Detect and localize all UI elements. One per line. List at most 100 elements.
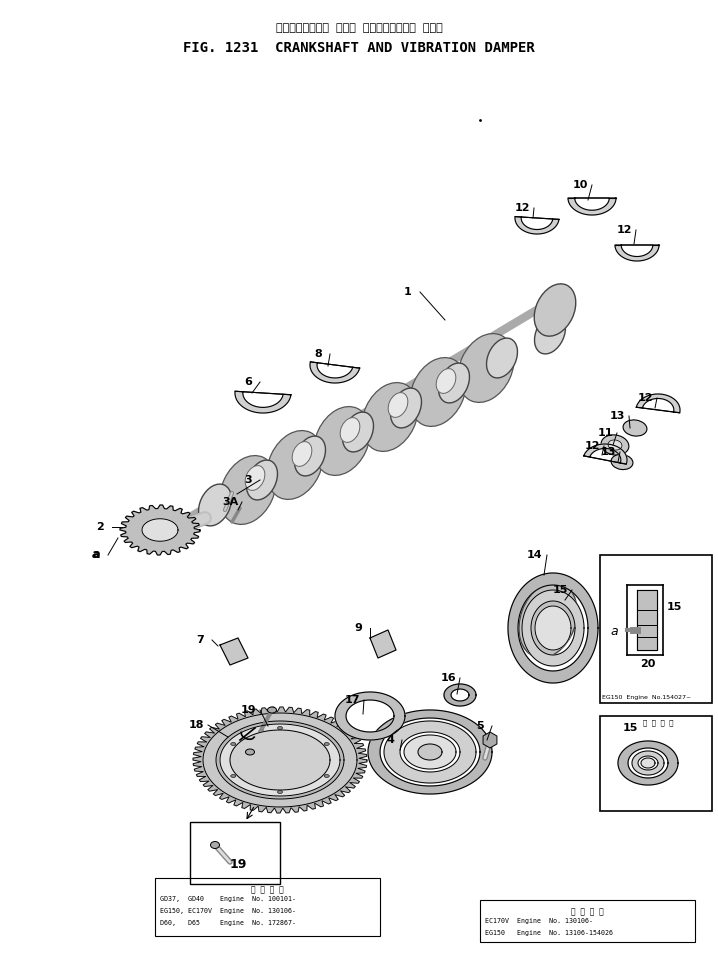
Text: EG150  Engine  No.154027~: EG150 Engine No.154027~: [602, 695, 691, 700]
Polygon shape: [193, 707, 367, 813]
Text: 18: 18: [188, 720, 204, 730]
Ellipse shape: [210, 842, 220, 848]
Ellipse shape: [439, 363, 470, 403]
Text: 8: 8: [314, 349, 322, 359]
Text: 14: 14: [527, 550, 543, 560]
Text: 適  用  車  種: 適 用 車 種: [643, 719, 673, 726]
Text: 17: 17: [344, 695, 360, 705]
Ellipse shape: [267, 431, 323, 500]
Ellipse shape: [519, 582, 577, 657]
Polygon shape: [568, 198, 616, 215]
Ellipse shape: [458, 333, 514, 402]
Ellipse shape: [534, 314, 566, 354]
Ellipse shape: [601, 434, 629, 455]
Polygon shape: [368, 710, 492, 794]
Bar: [480, 900, 695, 942]
Polygon shape: [618, 741, 678, 785]
Polygon shape: [636, 394, 680, 413]
Ellipse shape: [340, 418, 360, 442]
Polygon shape: [335, 692, 405, 740]
Text: a: a: [92, 550, 100, 560]
Text: 13: 13: [600, 447, 616, 457]
Ellipse shape: [230, 742, 236, 745]
Text: 15: 15: [623, 723, 638, 733]
Text: 10: 10: [572, 180, 588, 190]
Ellipse shape: [391, 388, 421, 428]
Text: 1: 1: [404, 287, 412, 297]
Ellipse shape: [294, 436, 325, 476]
Text: 9: 9: [354, 623, 362, 633]
Ellipse shape: [608, 440, 622, 450]
Polygon shape: [230, 730, 330, 790]
Polygon shape: [142, 519, 178, 542]
Polygon shape: [584, 444, 627, 465]
Ellipse shape: [268, 707, 276, 713]
Polygon shape: [515, 216, 559, 234]
Text: FIG. 1231  CRANKSHAFT AND VIBRATION DAMPER: FIG. 1231 CRANKSHAFT AND VIBRATION DAMPE…: [183, 41, 535, 55]
Ellipse shape: [314, 406, 370, 475]
Text: 15: 15: [667, 602, 682, 612]
Bar: [190, 822, 280, 884]
Ellipse shape: [342, 412, 373, 452]
Text: 19: 19: [229, 858, 247, 871]
Text: 5: 5: [476, 721, 484, 731]
Polygon shape: [641, 758, 655, 768]
Text: 12: 12: [514, 203, 530, 213]
Ellipse shape: [410, 357, 466, 427]
Polygon shape: [535, 606, 571, 650]
Polygon shape: [632, 751, 664, 775]
Ellipse shape: [246, 749, 254, 755]
Text: 適  用  車  種: 適 用 車 種: [571, 907, 604, 916]
Polygon shape: [235, 392, 291, 413]
Text: 3A: 3A: [222, 497, 238, 507]
Polygon shape: [615, 245, 659, 261]
Ellipse shape: [611, 455, 633, 469]
Polygon shape: [637, 590, 657, 650]
Ellipse shape: [277, 727, 282, 730]
Polygon shape: [120, 505, 200, 555]
Polygon shape: [384, 721, 476, 783]
Ellipse shape: [246, 460, 277, 500]
Polygon shape: [220, 638, 248, 665]
Text: 11: 11: [597, 428, 612, 438]
Ellipse shape: [245, 466, 265, 490]
Ellipse shape: [325, 742, 330, 745]
Polygon shape: [310, 362, 360, 383]
Polygon shape: [522, 590, 584, 666]
Text: 12: 12: [638, 393, 653, 403]
Polygon shape: [444, 684, 476, 706]
Text: クランクシャフト  および  バイブレーション  ダンパ: クランクシャフト および バイブレーション ダンパ: [276, 23, 442, 33]
Ellipse shape: [220, 456, 276, 524]
Text: a: a: [610, 625, 617, 638]
Ellipse shape: [292, 441, 312, 467]
Text: 19: 19: [241, 705, 256, 715]
Text: 12: 12: [616, 225, 632, 235]
Ellipse shape: [487, 338, 518, 378]
Polygon shape: [203, 713, 357, 807]
Text: EG150, EC170V  Engine  No. 130106-: EG150, EC170V Engine No. 130106-: [160, 908, 296, 914]
Bar: [600, 555, 712, 703]
Ellipse shape: [325, 774, 330, 777]
Ellipse shape: [230, 774, 236, 777]
Text: D60,   D65     Engine  No. 172867-: D60, D65 Engine No. 172867-: [160, 920, 296, 926]
Text: 15: 15: [552, 585, 568, 595]
Bar: [600, 716, 712, 811]
Ellipse shape: [623, 420, 647, 436]
Text: 12: 12: [584, 441, 600, 451]
Ellipse shape: [199, 484, 231, 526]
Ellipse shape: [388, 393, 408, 418]
Text: 4: 4: [386, 735, 394, 745]
Text: 2: 2: [96, 522, 104, 532]
Polygon shape: [404, 735, 456, 769]
Ellipse shape: [362, 383, 418, 451]
Text: a: a: [92, 548, 101, 561]
Text: 6: 6: [244, 377, 252, 387]
Polygon shape: [508, 573, 598, 683]
Text: GD37,  GD40    Engine  No. 100101-: GD37, GD40 Engine No. 100101-: [160, 896, 296, 902]
Ellipse shape: [436, 368, 456, 393]
Polygon shape: [418, 744, 442, 760]
Text: 3: 3: [244, 475, 252, 485]
Ellipse shape: [534, 283, 576, 336]
Text: EG150   Engine  No. 13106-154026: EG150 Engine No. 13106-154026: [485, 930, 613, 936]
Text: 16: 16: [440, 673, 456, 683]
